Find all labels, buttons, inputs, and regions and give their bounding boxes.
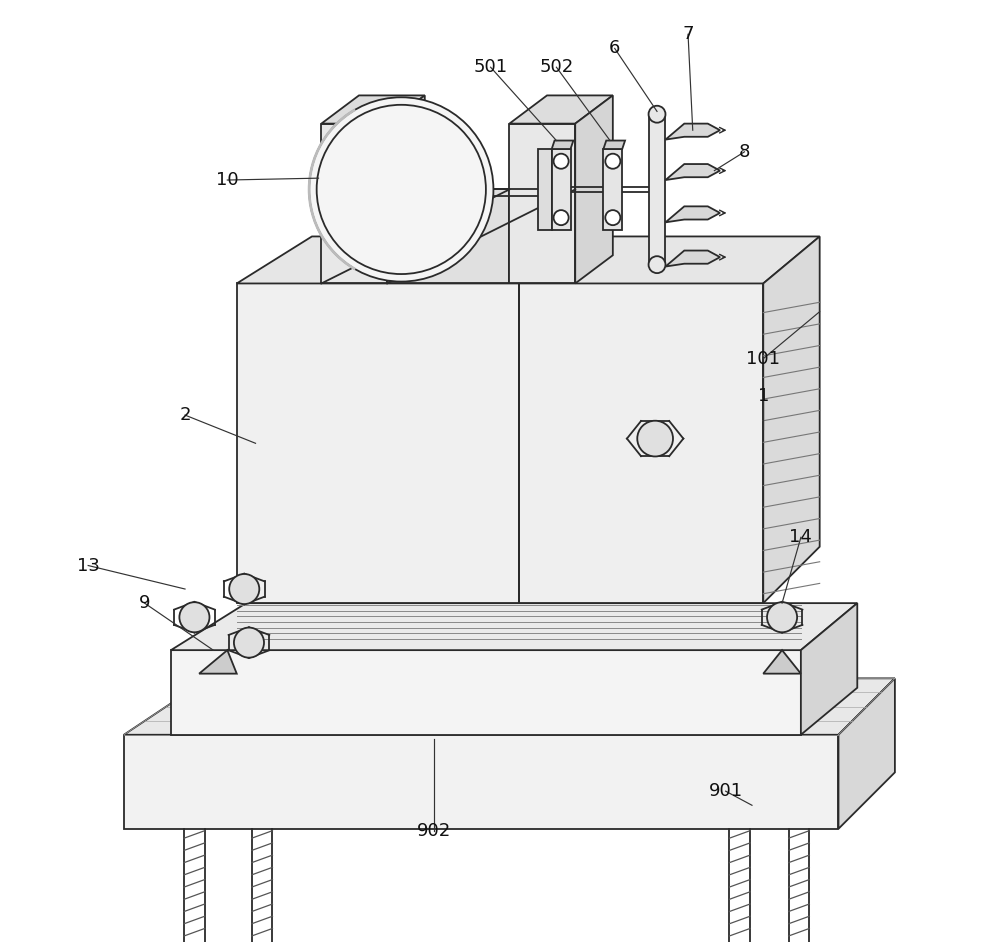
Text: 8: 8 [739, 142, 750, 161]
Text: 13: 13 [77, 556, 100, 574]
Circle shape [234, 628, 264, 657]
Polygon shape [552, 149, 571, 230]
Polygon shape [237, 237, 820, 284]
Text: 901: 901 [709, 782, 743, 801]
Circle shape [649, 106, 665, 123]
Polygon shape [321, 190, 509, 284]
Text: 1: 1 [758, 388, 769, 405]
Circle shape [767, 603, 797, 632]
Polygon shape [665, 124, 720, 140]
Circle shape [179, 603, 209, 632]
Polygon shape [665, 207, 720, 223]
Circle shape [309, 97, 493, 282]
Text: 502: 502 [539, 58, 574, 76]
Polygon shape [838, 678, 895, 829]
Circle shape [637, 421, 673, 456]
Circle shape [649, 256, 665, 273]
Text: 7: 7 [682, 25, 694, 43]
Polygon shape [538, 149, 552, 230]
Text: 501: 501 [474, 58, 508, 76]
Circle shape [605, 210, 620, 225]
Text: 9: 9 [139, 594, 150, 612]
Polygon shape [321, 95, 425, 124]
Polygon shape [665, 164, 720, 180]
Polygon shape [801, 604, 857, 735]
Polygon shape [763, 237, 820, 604]
Polygon shape [665, 251, 720, 267]
Polygon shape [509, 95, 613, 124]
Text: 902: 902 [417, 821, 451, 839]
Text: 6: 6 [609, 40, 620, 58]
Polygon shape [763, 650, 801, 673]
Polygon shape [124, 735, 838, 829]
Text: 101: 101 [746, 350, 780, 368]
Polygon shape [649, 114, 665, 265]
Polygon shape [575, 95, 613, 284]
Polygon shape [552, 141, 573, 149]
Circle shape [554, 210, 569, 225]
Circle shape [554, 154, 569, 169]
Polygon shape [124, 678, 895, 735]
Polygon shape [603, 141, 625, 149]
Polygon shape [199, 650, 237, 673]
Polygon shape [519, 284, 763, 604]
Polygon shape [321, 124, 387, 284]
Polygon shape [171, 604, 857, 650]
Polygon shape [237, 284, 519, 604]
Text: 2: 2 [179, 406, 191, 424]
Text: 10: 10 [216, 171, 239, 189]
Text: 14: 14 [789, 528, 812, 546]
Polygon shape [509, 124, 575, 284]
Polygon shape [387, 95, 425, 284]
Circle shape [605, 154, 620, 169]
Polygon shape [603, 149, 622, 230]
Polygon shape [171, 650, 801, 735]
Circle shape [229, 574, 259, 604]
